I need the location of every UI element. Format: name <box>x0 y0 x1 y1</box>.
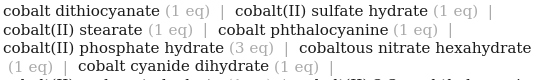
Text: (1 eq): (1 eq) <box>428 5 479 19</box>
Text: cobalt(II) sulfate hydrate: cobalt(II) sulfate hydrate <box>235 5 428 19</box>
Text: (1 eq): (1 eq) <box>388 24 439 38</box>
Text: |: | <box>210 5 235 20</box>
Text: (1 eq): (1 eq) <box>269 60 319 75</box>
Text: cobalt phthalocyanine: cobalt phthalocyanine <box>217 24 388 38</box>
Text: |: | <box>193 24 217 38</box>
Text: cobaltous nitrate hexahydrate: cobaltous nitrate hexahydrate <box>299 42 531 56</box>
Text: cobalt(II) stearate: cobalt(II) stearate <box>3 24 143 38</box>
Text: (1 eq): (1 eq) <box>222 79 272 80</box>
Text: cobalt(II) phosphate hydrate: cobalt(II) phosphate hydrate <box>3 42 224 56</box>
Text: cobalt cyanide dihydrate: cobalt cyanide dihydrate <box>78 60 269 74</box>
Text: (3 eq): (3 eq) <box>224 42 274 56</box>
Text: cobalt dithiocyanate: cobalt dithiocyanate <box>3 5 160 19</box>
Text: |: | <box>479 5 503 20</box>
Text: |: | <box>274 42 299 57</box>
Text: cobalt(II) carbonate hydrate: cobalt(II) carbonate hydrate <box>3 79 222 80</box>
Text: |: | <box>319 60 344 76</box>
Text: (1 eq): (1 eq) <box>160 5 210 19</box>
Text: |: | <box>439 24 463 38</box>
Text: (1 eq): (1 eq) <box>3 60 53 75</box>
Text: cobalt(II) 2,3-naphthalocyanine: cobalt(II) 2,3-naphthalocyanine <box>296 79 540 80</box>
Text: |: | <box>53 60 78 76</box>
Text: (1 eq): (1 eq) <box>143 24 193 38</box>
Text: |: | <box>272 79 296 80</box>
